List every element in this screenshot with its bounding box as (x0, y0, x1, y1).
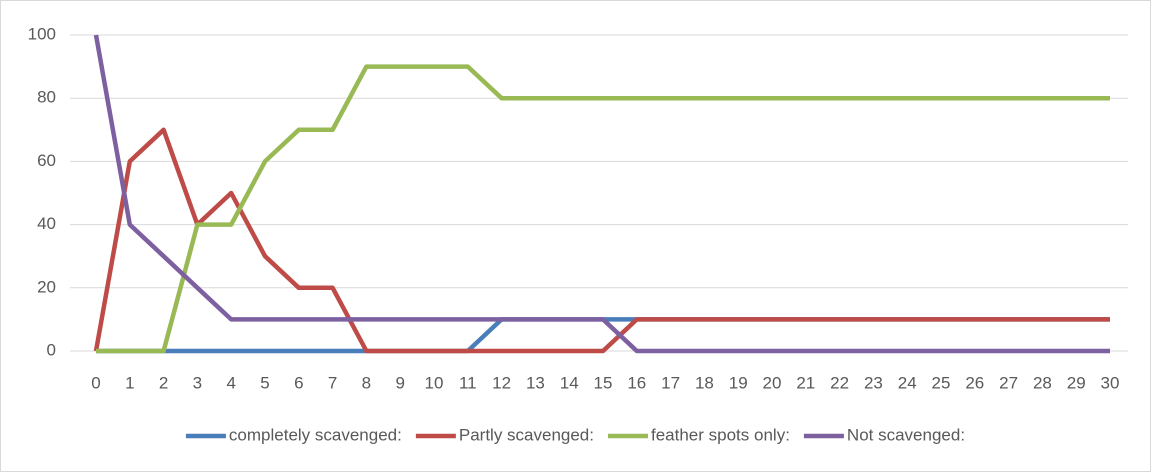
x-tick-label: 5 (260, 373, 269, 392)
x-tick-label: 27 (999, 373, 1018, 392)
x-tick-label: 8 (362, 373, 371, 392)
legend-label: completely scavenged: (229, 425, 402, 444)
x-tick-label: 2 (159, 373, 168, 392)
x-tick-label: 18 (695, 373, 714, 392)
y-tick-label: 60 (37, 151, 56, 170)
x-tick-label: 20 (763, 373, 782, 392)
x-tick-label: 4 (226, 373, 235, 392)
x-tick-label: 24 (898, 373, 917, 392)
x-tick-label: 17 (661, 373, 680, 392)
x-tick-label: 11 (459, 373, 477, 392)
x-tick-label: 13 (526, 373, 545, 392)
y-tick-label: 80 (37, 88, 56, 107)
x-tick-label: 15 (594, 373, 613, 392)
x-tick-label: 28 (1033, 373, 1052, 392)
series-line (93, 34, 1110, 354)
legend-label: Partly scavenged: (459, 425, 594, 444)
x-tick-label: 16 (627, 373, 646, 392)
x-tick-label: 19 (729, 373, 748, 392)
x-tick-label: 30 (1101, 373, 1120, 392)
y-tick-label: 0 (47, 340, 56, 359)
x-tick-label: 25 (932, 373, 951, 392)
y-tick-label: 20 (37, 277, 56, 296)
legend-label: Not scavenged: (847, 425, 965, 444)
x-tick-label: 14 (560, 373, 579, 392)
x-tick-label: 0 (91, 373, 100, 392)
y-tick-label: 40 (37, 214, 56, 233)
x-tick-label: 10 (425, 373, 444, 392)
series-line (93, 127, 1110, 354)
legend-label: feather spots only: (651, 425, 790, 444)
x-tick-label: 9 (395, 373, 404, 392)
x-tick-label: 21 (796, 373, 815, 392)
x-tick-label: 1 (125, 373, 134, 392)
x-tick-label: 22 (830, 373, 849, 392)
y-tick-label: 100 (28, 24, 56, 43)
x-tick-label: 12 (492, 373, 511, 392)
series-line (96, 64, 1110, 354)
x-tick-label: 29 (1067, 373, 1086, 392)
x-tick-label: 6 (294, 373, 303, 392)
x-tick-label: 3 (193, 373, 202, 392)
x-tick-label: 7 (328, 373, 337, 392)
x-tick-label: 26 (965, 373, 984, 392)
x-tick-label: 23 (864, 373, 883, 392)
